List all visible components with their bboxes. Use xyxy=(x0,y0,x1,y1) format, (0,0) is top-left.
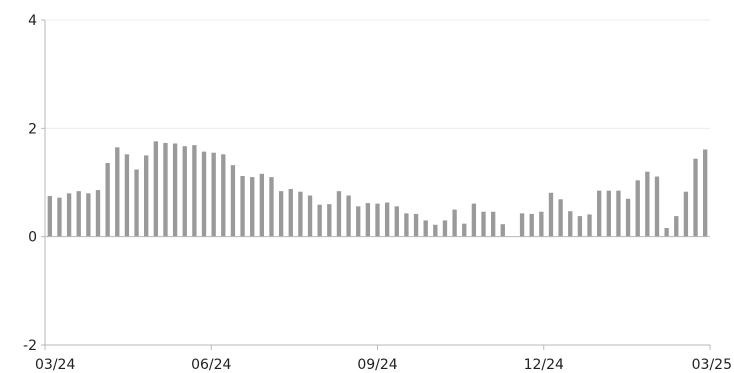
bar xyxy=(298,191,303,237)
bar xyxy=(153,141,159,237)
axes xyxy=(41,19,711,350)
x-tick-label: 06/24 xyxy=(191,357,231,373)
bar xyxy=(336,191,342,237)
x-tick-label: 03/25 xyxy=(692,357,732,373)
bar-series xyxy=(47,141,708,237)
bar xyxy=(683,191,689,237)
gridlines xyxy=(45,19,710,129)
bar xyxy=(693,158,698,237)
bar xyxy=(635,180,640,237)
bar xyxy=(317,204,322,237)
bar xyxy=(163,142,168,237)
bar xyxy=(529,213,534,237)
y-tick-label: 0 xyxy=(28,230,37,246)
x-tick-label: 09/24 xyxy=(357,357,397,373)
bar xyxy=(192,145,197,237)
bar xyxy=(394,206,399,237)
bar xyxy=(115,147,120,237)
bar xyxy=(230,165,236,237)
bar xyxy=(182,146,187,237)
bar xyxy=(596,190,602,237)
bar xyxy=(423,220,428,237)
bar xyxy=(57,197,62,237)
bar xyxy=(452,209,457,237)
bar xyxy=(519,213,525,237)
bar xyxy=(384,202,390,237)
bar xyxy=(539,211,544,237)
bar xyxy=(500,224,505,237)
bar xyxy=(606,190,611,237)
bar xyxy=(124,154,130,237)
bar xyxy=(47,196,52,237)
y-tick-label: -2 xyxy=(23,338,37,354)
x-axis-ticks: 03/24 06/24 09/24 12/24 03/25 xyxy=(35,357,732,373)
bar xyxy=(221,154,226,237)
bar xyxy=(259,173,265,237)
bar xyxy=(95,190,101,237)
bar xyxy=(240,176,245,237)
bar xyxy=(211,152,216,237)
bar xyxy=(269,177,274,237)
bar xyxy=(568,211,573,237)
bar xyxy=(404,213,409,237)
bar xyxy=(490,211,496,237)
bar xyxy=(66,193,72,237)
bar xyxy=(346,195,351,237)
bar xyxy=(654,176,660,237)
bar xyxy=(76,191,81,237)
bar xyxy=(616,190,621,237)
bar xyxy=(288,189,293,237)
bar xyxy=(172,143,178,237)
bar xyxy=(278,191,284,237)
bar xyxy=(375,203,380,237)
bar xyxy=(442,220,448,237)
y-tick-label: 2 xyxy=(28,121,37,137)
bar xyxy=(481,211,486,237)
bar xyxy=(577,216,583,237)
bar xyxy=(558,199,563,237)
bar xyxy=(250,177,255,237)
bar xyxy=(625,198,631,237)
bar xyxy=(327,204,332,237)
bar xyxy=(645,171,650,237)
x-tick-label: 03/24 xyxy=(35,357,75,373)
bar xyxy=(134,169,139,237)
bar xyxy=(462,223,467,237)
bar xyxy=(307,195,313,237)
bar xyxy=(413,213,419,237)
x-tick-label: 12/24 xyxy=(524,357,564,373)
bar xyxy=(471,203,477,237)
bar xyxy=(587,214,592,237)
bar xyxy=(703,149,708,237)
bar xyxy=(105,163,110,237)
bar xyxy=(356,206,361,237)
y-axis-ticks: -2 0 2 4 xyxy=(23,13,37,354)
bar xyxy=(144,155,149,237)
bar xyxy=(86,193,91,237)
y-tick-label: 4 xyxy=(28,13,37,29)
bar xyxy=(201,151,207,237)
bar xyxy=(548,192,554,237)
bar xyxy=(433,224,438,237)
bar xyxy=(664,228,669,237)
bar xyxy=(674,216,679,237)
bar xyxy=(365,203,371,237)
